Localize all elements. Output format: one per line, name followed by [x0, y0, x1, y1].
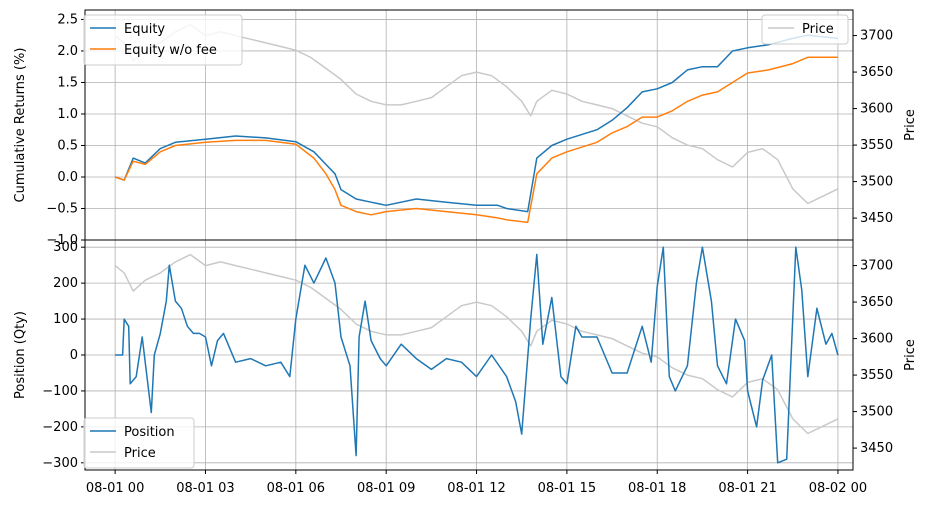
y2-tick-label: 3650: [860, 295, 893, 310]
y2-tick-label: 3700: [860, 29, 893, 44]
y-tick-label: −300: [42, 456, 78, 471]
y2-tick-label: 3600: [860, 102, 893, 117]
y2-axis-label: Price: [903, 109, 918, 141]
y2-tick-label: 3700: [860, 259, 893, 274]
y2-tick-label: 3550: [860, 368, 893, 383]
y2-tick-label: 3500: [860, 175, 893, 190]
legend-box: [83, 14, 243, 66]
y-tick-label: 1.5: [57, 75, 78, 90]
series-line-position: [115, 246, 839, 464]
y-tick-label: 300: [53, 240, 78, 255]
y2-tick-label: 3600: [860, 332, 893, 347]
y-tick-label: −100: [42, 384, 78, 399]
legend-box: [761, 14, 849, 45]
y2-tick-label: 3450: [860, 211, 893, 226]
x-tick-label: 08-01 00: [86, 481, 144, 496]
top-panel: −1.0 −0.5 0.0 0.5 1.0 1.5 2.0 2.5 3450 3500 3550 36…: [13, 9, 918, 248]
legend-equity: Equity Equity w/o fee: [83, 14, 243, 66]
x-tick-label: 08-01 12: [447, 481, 505, 496]
y-axis-label: Position (Qty): [13, 311, 28, 399]
x-tick-label: 08-01 03: [176, 481, 234, 496]
y-tick-label: 2.5: [57, 12, 78, 27]
y-tick-label: 1.0: [57, 107, 78, 122]
x-tick-label: 08-01 15: [538, 481, 596, 496]
x-tick-label: 08-02 00: [809, 481, 867, 496]
series-line-equity: [114, 34, 838, 213]
y-tick-label: 0.5: [57, 138, 78, 153]
series-line-price: [114, 253, 839, 435]
y-tick-label: −0.5: [46, 201, 78, 216]
x-tick-label: 08-01 18: [628, 481, 686, 496]
legend-label: Position: [124, 425, 175, 440]
y-tick-label: 2.0: [57, 44, 78, 59]
y2-tick-label: 3450: [860, 441, 893, 456]
y2-axis-label: Price: [903, 339, 918, 371]
y-tick-label: −200: [42, 420, 78, 435]
bottom-panel: −300 −200 −100 0 100 200 300 3450 3500 3550 3600 36…: [13, 239, 918, 496]
y-tick-label: 100: [53, 312, 78, 327]
y-tick-label: −1.0: [46, 233, 78, 248]
legend-label: Equity w/o fee: [124, 43, 217, 58]
y-tick-label: 0.0: [57, 170, 78, 185]
legend-label: Equity: [124, 22, 165, 37]
y-axis-label: Cumulative Returns (%): [13, 48, 28, 203]
x-tick-label: 08-01 06: [267, 481, 325, 496]
y-tick-label: 0: [70, 348, 78, 363]
legend-label: Price: [802, 22, 834, 37]
y2-tick-label: 3650: [860, 65, 893, 80]
x-tick-label: 08-01 09: [357, 481, 415, 496]
y-tick-label: 200: [53, 276, 78, 291]
y2-tick-label: 3500: [860, 405, 893, 420]
y2-tick-label: 3550: [860, 138, 893, 153]
x-tick-label: 08-01 21: [718, 481, 776, 496]
legend-position: Position Price: [83, 417, 195, 469]
legend-label: Price: [124, 446, 156, 461]
legend-price: Price: [761, 14, 849, 45]
series-line-equity-w-o-fee: [114, 56, 838, 224]
